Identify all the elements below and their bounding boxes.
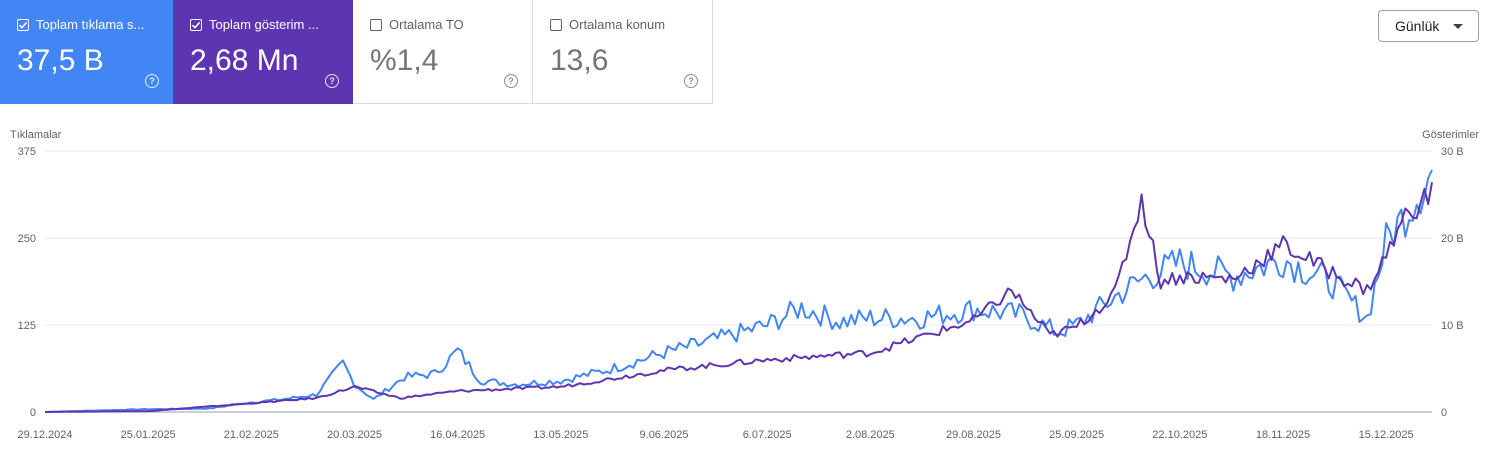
x-tick-label: 29.08.2025 [946,429,1001,441]
x-tick-label: 20.03.2025 [327,429,382,441]
impressions-series-line [45,182,1433,413]
left-tick-label: 375 [18,146,36,158]
series-lines [44,169,1433,413]
metric-value: 37,5 B [17,44,104,77]
x-tick-label: 29.12.2024 [17,429,72,441]
metric-card-impressions[interactable]: Toplam gösterim ... 2,68 Mn ? [173,0,353,104]
right-tick-label: 30 B [1441,146,1464,158]
help-icon[interactable]: ? [145,74,159,88]
metric-card-ctr[interactable]: Ortalama TO %1,4 ? [353,0,533,104]
x-tick-label: 16.04.2025 [430,429,485,441]
clicks-series-line [44,169,1433,413]
checkbox-unchecked-icon[interactable] [370,18,382,31]
x-tick-label: 18.11.2025 [1256,429,1310,441]
right-axis-title: Gösterimler [1422,129,1479,141]
x-tick-label: 6.07.2025 [743,429,792,441]
right-tick-label: 20 B [1441,233,1464,245]
metric-value: 13,6 [550,44,609,77]
checkbox-checked-icon[interactable] [17,18,29,31]
x-tick-label: 22.10.2025 [1152,429,1207,441]
metric-card-header: Toplam tıklama s... [17,17,144,32]
checkbox-checked-icon[interactable] [190,18,202,31]
granularity-selected: Günlük [1395,18,1440,34]
help-icon[interactable]: ? [325,74,339,88]
left-tick-label: 250 [18,233,36,245]
grid-lines [45,150,1432,413]
metric-card-header: Ortalama TO [370,17,464,32]
left-axis-title: Tıklamalar [10,129,62,141]
metric-value: %1,4 [370,44,439,77]
help-icon[interactable]: ? [684,74,698,88]
left-tick-label: 0 [30,407,36,419]
metric-label: Toplam gösterim ... [209,17,319,32]
x-axis-ticks: 29.12.2024 25.01.2025 21.02.2025 20.03.2025… [17,429,1413,441]
x-tick-label: 13.05.2025 [533,429,588,441]
checkbox-unchecked-icon[interactable] [550,18,562,31]
metric-card-header: Ortalama konum [550,17,665,32]
help-icon[interactable]: ? [504,74,518,88]
right-tick-label: 0 [1441,407,1447,419]
left-tick-label: 125 [18,320,36,332]
right-axis-ticks: 0 10 B 20 B 30 B [1441,146,1464,419]
metric-value: 2,68 Mn [190,44,299,77]
metric-card-header: Toplam gösterim ... [190,17,319,32]
metric-card-clicks[interactable]: Toplam tıklama s... 37,5 B ? [0,0,173,104]
x-tick-label: 15.12.2025 [1359,429,1414,441]
metric-label: Ortalama konum [569,17,666,32]
x-tick-label: 21.02.2025 [224,429,279,441]
x-tick-label: 9.06.2025 [640,429,689,441]
x-tick-label: 25.09.2025 [1049,429,1104,441]
metric-label: Toplam tıklama s... [36,17,145,32]
metric-label: Ortalama TO [389,17,464,32]
right-tick-label: 10 B [1441,320,1464,332]
x-tick-label: 25.01.2025 [121,429,176,441]
left-axis-ticks: 0 125 250 375 [18,146,36,419]
metric-cards: Toplam tıklama s... 37,5 B ? Toplam göst… [0,0,713,104]
performance-chart: Tıklamalar Gösterimler 0 125 250 375 0 10 B 2… [10,129,1479,441]
caret-down-icon [1453,24,1463,29]
granularity-dropdown[interactable]: Günlük [1378,10,1479,42]
x-tick-label: 2.08.2025 [846,429,895,441]
metric-card-position[interactable]: Ortalama konum 13,6 ? [533,0,713,104]
